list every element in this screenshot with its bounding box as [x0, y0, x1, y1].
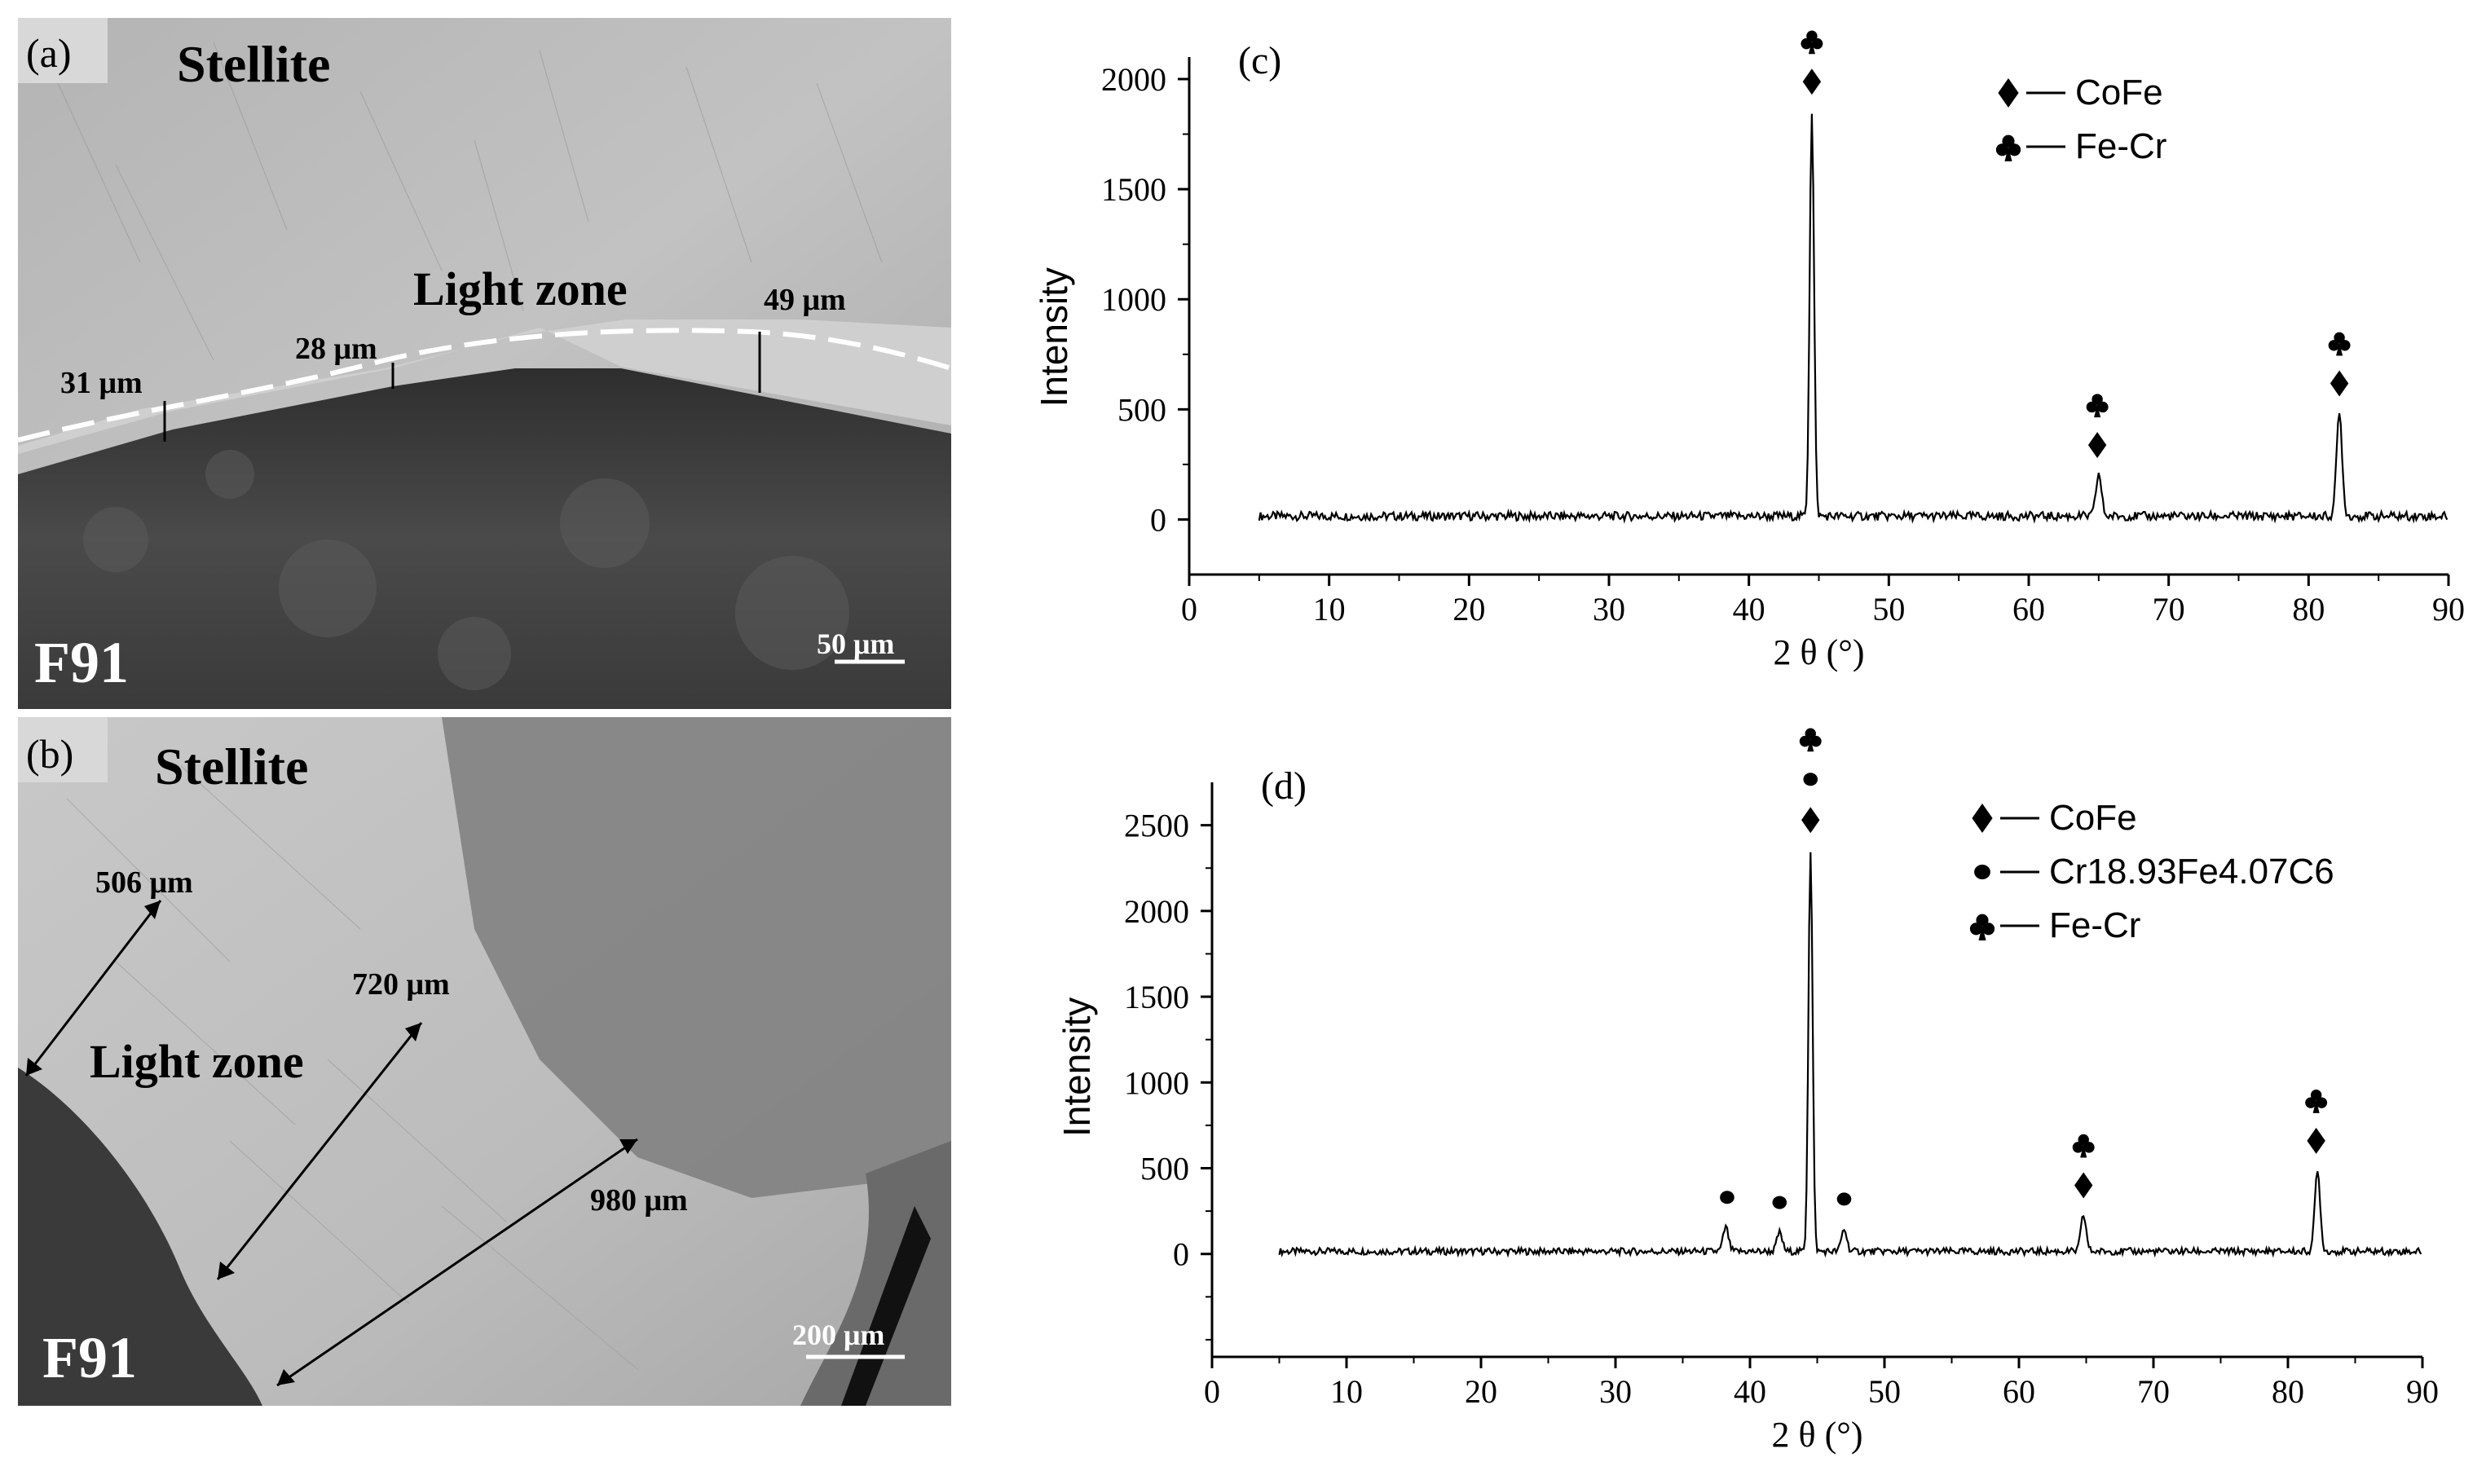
x-tick-label: 60: [2012, 591, 2045, 628]
width-arrow-b-3: [276, 1138, 638, 1387]
width-arrow-b-2: [216, 1022, 423, 1280]
y-axis-label: Intensity: [1033, 267, 1075, 407]
legend-label: Fe-Cr: [2049, 905, 2140, 945]
y-tick-label: 500: [1140, 1151, 1189, 1187]
legend-label: Fe-Cr: [2075, 126, 2166, 166]
x-tick-label: 70: [2153, 591, 2185, 628]
peak-marker-diamond: [2330, 370, 2349, 397]
x-tick-label: 10: [1313, 591, 1346, 628]
x-tick-label: 90: [2406, 1373, 2439, 1410]
width-label-b-2: 720 μm: [352, 967, 450, 1002]
legend-label: Cr18.93Fe4.07C6: [2049, 852, 2334, 892]
peak-marker-club: [1799, 728, 1822, 752]
width-label-a-2: 28 μm: [295, 332, 377, 366]
xrd-spectrum-line: [1278, 852, 2422, 1258]
panel-label: (c): [1238, 39, 1281, 82]
peak-marker-club: [2305, 1090, 2328, 1113]
width-label-a-3: 49 μm: [764, 283, 846, 317]
micrograph-a-image: (a) Stellite Light zone 31 μm 28 μm 49 μ…: [18, 18, 951, 709]
y-tick-label: 0: [1173, 1236, 1189, 1273]
x-tick-label: 60: [2003, 1373, 2035, 1410]
y-tick-label: 1000: [1101, 281, 1166, 318]
y-tick-label: 0: [1150, 501, 1166, 538]
y-tick-label: 1500: [1124, 979, 1189, 1015]
scale-bar-label-b: 200 μm: [792, 1319, 884, 1351]
x-tick-label: 70: [2137, 1373, 2170, 1410]
peak-marker-club: [1801, 30, 1823, 55]
peak-marker-dot: [1836, 1192, 1852, 1206]
panel-label-b: (b): [26, 731, 73, 777]
x-tick-label: 80: [2292, 591, 2325, 628]
micrograph-a: (a) Stellite Light zone 31 μm 28 μm 49 μ…: [18, 18, 951, 709]
x-tick-label: 90: [2432, 591, 2465, 628]
legend-marker-club: [1995, 134, 2021, 161]
base-label-a: F91: [34, 630, 129, 695]
x-tick-label: 10: [1330, 1373, 1363, 1410]
width-arrow-b-1: [24, 900, 162, 1077]
width-label-b-3: 980 μm: [590, 1183, 688, 1218]
legend-label: CoFe: [2075, 73, 2163, 112]
x-tick-label: 80: [2272, 1373, 2304, 1410]
legend-marker-diamond: [1998, 78, 2019, 108]
scale-bar-label-a: 50 μm: [817, 628, 894, 660]
x-tick-label: 0: [1181, 591, 1197, 628]
peak-marker-diamond: [2307, 1127, 2325, 1154]
x-tick-label: 50: [1872, 591, 1905, 628]
light-zone-label-b: Light zone: [90, 1035, 304, 1088]
base-label-b: F91: [42, 1325, 137, 1390]
dark-band-b: [442, 717, 951, 1198]
y-tick-label: 1500: [1101, 171, 1166, 208]
peak-marker-dot: [1803, 773, 1818, 786]
xrd-chart-c: 0 10 20 30 40 50 60 70 80 90 0 500 1000 1500 2000 2 θ (…: [1027, 0, 2486, 701]
micrograph-b-image: (b) Stellite Light zone 506 μm 720 μm 98…: [18, 717, 951, 1406]
xrd-chart-d-svg: 0 10 20 30 40 50 60 70 80 90 0 500 1000 1500 2000 2500 2…: [1056, 728, 2439, 1455]
y-tick-label: 1000: [1124, 1064, 1189, 1101]
base-metal-region: [18, 368, 951, 709]
legend-label: CoFe: [2049, 798, 2137, 838]
x-axis-label: 2 θ (°): [1772, 1415, 1863, 1455]
y-tick-label: 2000: [1101, 61, 1166, 98]
legend-marker-dot: [1974, 865, 1990, 879]
boundary-dashed-line: [18, 328, 951, 443]
legend-marker-diamond: [1972, 804, 1993, 833]
y-axis-label: Intensity: [1056, 997, 1098, 1137]
x-tick-label: 0: [1204, 1373, 1220, 1410]
peak-marker-diamond: [2087, 432, 2107, 459]
stellite-label-a: Stellite: [177, 35, 330, 93]
x-tick-label: 30: [1599, 1373, 1632, 1410]
peak-marker-diamond: [1802, 68, 1822, 95]
panel-label-a: (a): [26, 30, 72, 76]
xrd-spectrum-line: [1258, 113, 2449, 524]
light-zone-label-a: Light zone: [413, 262, 628, 315]
panel-label: (d): [1261, 764, 1307, 808]
base-metal-region-b: [18, 1068, 262, 1406]
width-label-a-1: 31 μm: [60, 366, 143, 400]
x-tick-label: 50: [1868, 1373, 1901, 1410]
stellite-label-b: Stellite: [155, 738, 308, 795]
peak-marker-diamond: [2074, 1172, 2093, 1199]
micrograph-b: (b) Stellite Light zone 506 μm 720 μm 98…: [18, 717, 951, 1406]
y-tick-label: 2000: [1124, 893, 1189, 930]
peak-marker-club: [2086, 394, 2109, 418]
peak-marker-club: [2328, 332, 2351, 356]
y-tick-label: 500: [1117, 391, 1166, 428]
peak-marker-club: [2072, 1134, 2095, 1158]
light-zone-band: [18, 319, 951, 454]
x-tick-label: 20: [1465, 1373, 1497, 1410]
x-tick-label: 20: [1452, 591, 1485, 628]
x-tick-label: 30: [1593, 591, 1625, 628]
y-tick-label: 2500: [1124, 808, 1189, 844]
xrd-chart-c-svg: 0 10 20 30 40 50 60 70 80 90 0 500 1000 1500 2000 2 θ (…: [1033, 30, 2465, 672]
width-label-b-1: 506 μm: [95, 865, 193, 900]
peak-marker-diamond: [1801, 807, 1820, 834]
x-tick-label: 40: [1734, 1373, 1766, 1410]
x-axis-label: 2 θ (°): [1774, 632, 1865, 672]
xrd-chart-d: 0 10 20 30 40 50 60 70 80 90 0 500 1000 1500 2000 2500 2…: [1027, 717, 2486, 1480]
x-tick-label: 40: [1733, 591, 1765, 628]
peak-marker-dot: [1720, 1191, 1734, 1204]
legend-marker-club: [1969, 914, 1995, 940]
peak-marker-dot: [1772, 1196, 1787, 1209]
